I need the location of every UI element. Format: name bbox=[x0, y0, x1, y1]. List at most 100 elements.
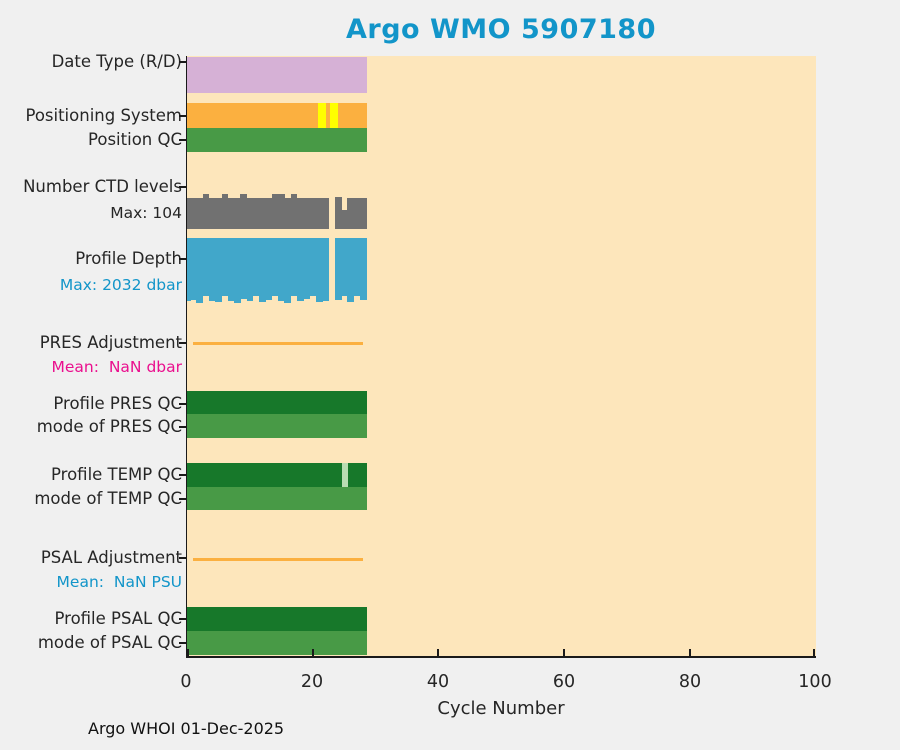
ylabel-mode-psal-qc: mode of PSAL QC bbox=[37, 633, 182, 652]
histogram-column bbox=[253, 198, 260, 229]
histogram-column bbox=[234, 198, 241, 229]
bar-segment bbox=[337, 103, 367, 128]
histogram-column bbox=[196, 238, 204, 303]
row-pres-adjustment bbox=[187, 342, 816, 345]
histogram-column bbox=[353, 198, 361, 229]
ylabel-profile-psal-qc: Profile PSAL QC bbox=[54, 609, 182, 628]
histogram-column bbox=[221, 238, 229, 297]
bar-segment bbox=[187, 631, 367, 655]
x-tick-100 bbox=[813, 649, 816, 656]
x-tick-0 bbox=[187, 649, 189, 656]
y-tick bbox=[179, 139, 186, 141]
histogram-column bbox=[240, 194, 248, 229]
histogram-column bbox=[190, 198, 197, 229]
x-axis-label: Cycle Number bbox=[437, 698, 565, 719]
histogram-column bbox=[297, 238, 304, 302]
bar-segment bbox=[329, 103, 338, 128]
bar-segment bbox=[187, 487, 367, 510]
y-tick bbox=[179, 342, 186, 344]
y-tick bbox=[179, 474, 186, 476]
y-tick bbox=[179, 403, 186, 405]
ylabel-profile-temp-qc: Profile TEMP QC bbox=[51, 465, 182, 484]
histogram-column bbox=[359, 198, 367, 229]
row-profile-depth bbox=[187, 238, 816, 303]
adjustment-line bbox=[193, 558, 364, 561]
y-tick bbox=[179, 61, 186, 63]
histogram-column bbox=[259, 198, 267, 229]
histogram-column bbox=[353, 238, 361, 297]
y-tick bbox=[179, 426, 186, 428]
histogram-column bbox=[347, 238, 355, 302]
histogram-column bbox=[347, 198, 355, 229]
y-tick bbox=[179, 258, 186, 260]
x-tick-label: 100 bbox=[798, 672, 832, 692]
histogram-column bbox=[246, 198, 254, 229]
histogram-column bbox=[290, 194, 298, 229]
histogram-column bbox=[341, 238, 348, 297]
histogram-column bbox=[297, 198, 304, 229]
histogram-column bbox=[265, 198, 273, 229]
row-profile-psal-qc bbox=[187, 607, 816, 631]
histogram-column bbox=[187, 238, 191, 302]
ylabel-ctd-max: Max: 104 bbox=[110, 204, 182, 222]
bar-segment bbox=[348, 463, 367, 487]
histogram-column bbox=[271, 194, 279, 229]
histogram-column bbox=[309, 238, 317, 297]
bar-segment bbox=[187, 391, 367, 414]
ylabel-date-type: Date Type (R/D) bbox=[51, 52, 182, 71]
bar-segment bbox=[187, 414, 367, 438]
y-tick bbox=[179, 498, 186, 500]
row-date-type bbox=[187, 57, 816, 93]
x-tick-label: 60 bbox=[552, 672, 576, 692]
histogram-column bbox=[284, 198, 292, 229]
chart-title: Argo WMO 5907180 bbox=[346, 14, 656, 45]
ylabel-psal-adjustment: PSAL Adjustment bbox=[40, 548, 182, 567]
x-tick-label: 0 bbox=[180, 672, 192, 692]
ylabel-num-ctd-levels: Number CTD levels bbox=[23, 177, 182, 196]
histogram-column bbox=[209, 198, 216, 229]
x-tick-label: 20 bbox=[300, 672, 324, 692]
bar-segment bbox=[341, 463, 348, 487]
histogram-column bbox=[240, 238, 248, 299]
histogram-column bbox=[322, 238, 329, 302]
histogram-column bbox=[315, 238, 323, 302]
histogram-column bbox=[322, 198, 329, 229]
histogram-column bbox=[215, 198, 222, 229]
histogram-column bbox=[259, 238, 267, 302]
ylabel-pres-adjustment: PRES Adjustment bbox=[39, 333, 182, 352]
bar-segment bbox=[187, 57, 367, 93]
histogram-column bbox=[278, 238, 285, 302]
row-mode-psal-qc bbox=[187, 631, 816, 655]
histogram-column bbox=[227, 238, 235, 302]
ylabel-mode-pres-qc: mode of PRES QC bbox=[36, 417, 182, 436]
x-tick-label: 40 bbox=[426, 672, 450, 692]
x-tick-80 bbox=[688, 649, 691, 656]
histogram-column bbox=[253, 238, 260, 297]
histogram-column bbox=[284, 238, 292, 303]
x-tick-40 bbox=[437, 649, 440, 656]
row-position-qc bbox=[187, 128, 816, 152]
bar-segment bbox=[187, 103, 318, 128]
histogram-column bbox=[309, 198, 317, 229]
histogram-column bbox=[359, 238, 367, 301]
histogram-column bbox=[196, 198, 204, 229]
y-tick bbox=[179, 642, 186, 644]
histogram-column bbox=[227, 198, 235, 229]
histogram-column bbox=[187, 198, 191, 229]
histogram-column bbox=[334, 196, 342, 229]
histogram-column bbox=[303, 238, 311, 299]
y-tick bbox=[179, 618, 186, 620]
ylabel-mode-temp-qc: mode of TEMP QC bbox=[34, 489, 182, 508]
ylabel-psal-mean: Mean: NaN PSU bbox=[56, 573, 182, 591]
y-tick bbox=[179, 557, 186, 559]
histogram-column bbox=[271, 238, 279, 297]
row-profile-pres-qc bbox=[187, 391, 816, 414]
bar-segment bbox=[187, 463, 342, 487]
bar-segment bbox=[317, 103, 326, 128]
x-tick-20 bbox=[311, 649, 314, 656]
bar-segment bbox=[326, 103, 330, 128]
y-tick bbox=[179, 115, 186, 117]
histogram-column bbox=[341, 210, 348, 229]
footer-attribution: Argo WHOI 01-Dec-2025 bbox=[88, 719, 285, 738]
histogram-column bbox=[303, 198, 311, 229]
